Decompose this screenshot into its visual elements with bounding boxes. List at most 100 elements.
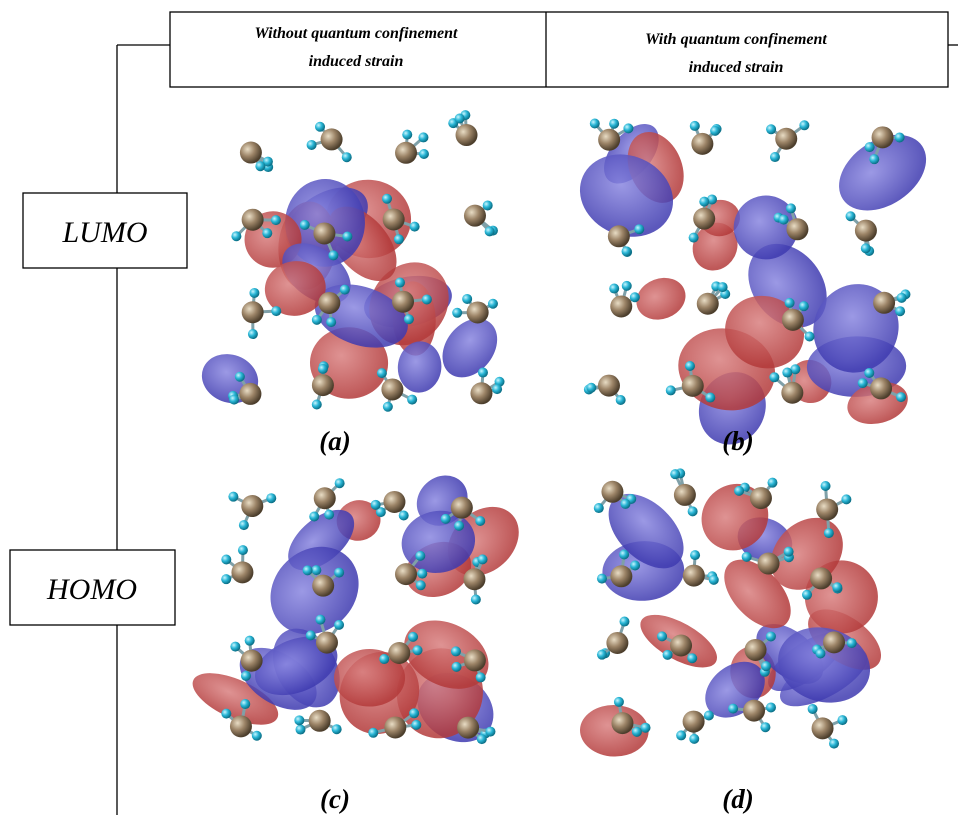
hydrogen-atom [685, 361, 695, 371]
carbon-atom [457, 717, 479, 739]
hydrogen-atom [815, 649, 825, 659]
hydrogen-atom [597, 574, 607, 584]
hydrogen-atom [620, 499, 630, 509]
carbon-atom [313, 222, 335, 244]
hydrogen-atom [475, 516, 485, 526]
carbon-atom [451, 497, 473, 519]
hydrogen-atom [690, 550, 700, 560]
hydrogen-atom [760, 722, 770, 732]
hydrogen-atom [786, 203, 796, 213]
hydrogen-atom [382, 194, 392, 204]
orbital-image [195, 110, 509, 412]
hydrogen-atom [452, 662, 462, 672]
hydrogen-atom [476, 672, 486, 682]
orbital-image [567, 114, 940, 455]
hydrogen-atom [594, 503, 604, 513]
hydrogen-atom [335, 478, 345, 488]
hydrogen-atom [861, 243, 871, 253]
hydrogen-atom [307, 140, 317, 150]
hydrogen-atom [485, 226, 495, 236]
hydrogen-atom [614, 697, 624, 707]
hydrogen-atom [865, 142, 875, 152]
row-label: LUMO [61, 216, 147, 249]
hydrogen-atom [419, 149, 429, 159]
carbon-atom [750, 487, 772, 509]
hydrogen-atom [690, 121, 700, 131]
hydrogen-atom [488, 299, 498, 309]
hydrogen-atom [394, 234, 404, 244]
carbon-atom [384, 716, 406, 738]
hydrogen-atom [770, 152, 780, 162]
hydrogen-atom [318, 364, 328, 374]
hydrogen-atom [416, 580, 426, 590]
hydrogen-atom [634, 224, 644, 234]
hydrogen-atom [294, 715, 304, 725]
hydrogen-atom [897, 293, 907, 303]
header-box [170, 12, 948, 87]
hydrogen-atom [452, 308, 462, 318]
hydrogen-atom [249, 288, 259, 298]
hydrogen-atom [632, 727, 642, 737]
hydrogen-atom [441, 514, 451, 524]
hydrogen-atom [705, 393, 715, 403]
carbon-atom [395, 563, 417, 585]
hydrogen-atom [315, 615, 325, 625]
hydrogen-atom [782, 368, 792, 378]
hydrogen-atom [609, 119, 619, 129]
carbon-atom [383, 491, 405, 513]
hydrogen-atom [315, 122, 325, 132]
hydrogen-atom [300, 220, 310, 230]
carbon-atom [395, 142, 417, 164]
carbon-atom [758, 553, 780, 575]
hydrogen-atom [864, 368, 874, 378]
hydrogen-atom [485, 727, 495, 737]
hydrogen-atom [622, 281, 632, 291]
hydrogen-atom [451, 646, 461, 656]
carbon-atom [683, 565, 705, 587]
hydrogen-atom [619, 549, 629, 559]
hydrogen-atom [805, 332, 815, 342]
hydrogen-atom [454, 521, 464, 531]
orbital-renders [185, 110, 940, 758]
carbon-atom [241, 495, 263, 517]
hydrogen-atom [334, 568, 344, 578]
hydrogen-atom [271, 306, 281, 316]
hydrogen-atom [785, 298, 795, 308]
hydrogen-atom [895, 132, 905, 142]
hydrogen-atom [687, 653, 697, 663]
hydrogen-atom [342, 231, 352, 241]
carbon-atom [697, 293, 719, 315]
hydrogen-atom [478, 554, 488, 564]
carbon-atom [610, 565, 632, 587]
hydrogen-atom [799, 120, 809, 130]
orbital-image [185, 465, 532, 756]
hydrogen-atom [483, 200, 493, 210]
hydrogen-atom [689, 233, 699, 243]
carbon-atom [598, 375, 620, 397]
hydrogen-atom [718, 282, 728, 292]
carbon-atom [321, 128, 343, 150]
carbon-atom [601, 481, 623, 503]
hydrogen-atom [471, 594, 481, 604]
carbon-atom [456, 124, 478, 146]
hydrogen-atom [328, 250, 338, 260]
hydrogen-atom [666, 385, 676, 395]
hydrogen-atom [619, 617, 629, 627]
hydrogen-atom [869, 154, 879, 164]
hydrogen-atom [630, 292, 640, 302]
hydrogen-atom [395, 278, 405, 288]
hydrogen-atom [767, 478, 777, 488]
carbon-atom [464, 205, 486, 227]
hydrogen-atom [609, 284, 619, 294]
panel-label: (d) [722, 784, 753, 814]
carbon-atom [242, 209, 264, 231]
panel-label: (a) [319, 426, 350, 456]
orbital-image [579, 468, 892, 757]
panel-label: (c) [320, 784, 350, 814]
hydrogen-atom [837, 715, 847, 725]
hydrogen-atom [271, 215, 281, 225]
carbon-atom [743, 700, 765, 722]
hydrogen-atom [586, 383, 596, 393]
hydrogen-atom [597, 650, 607, 660]
hydrogen-atom [622, 246, 632, 256]
